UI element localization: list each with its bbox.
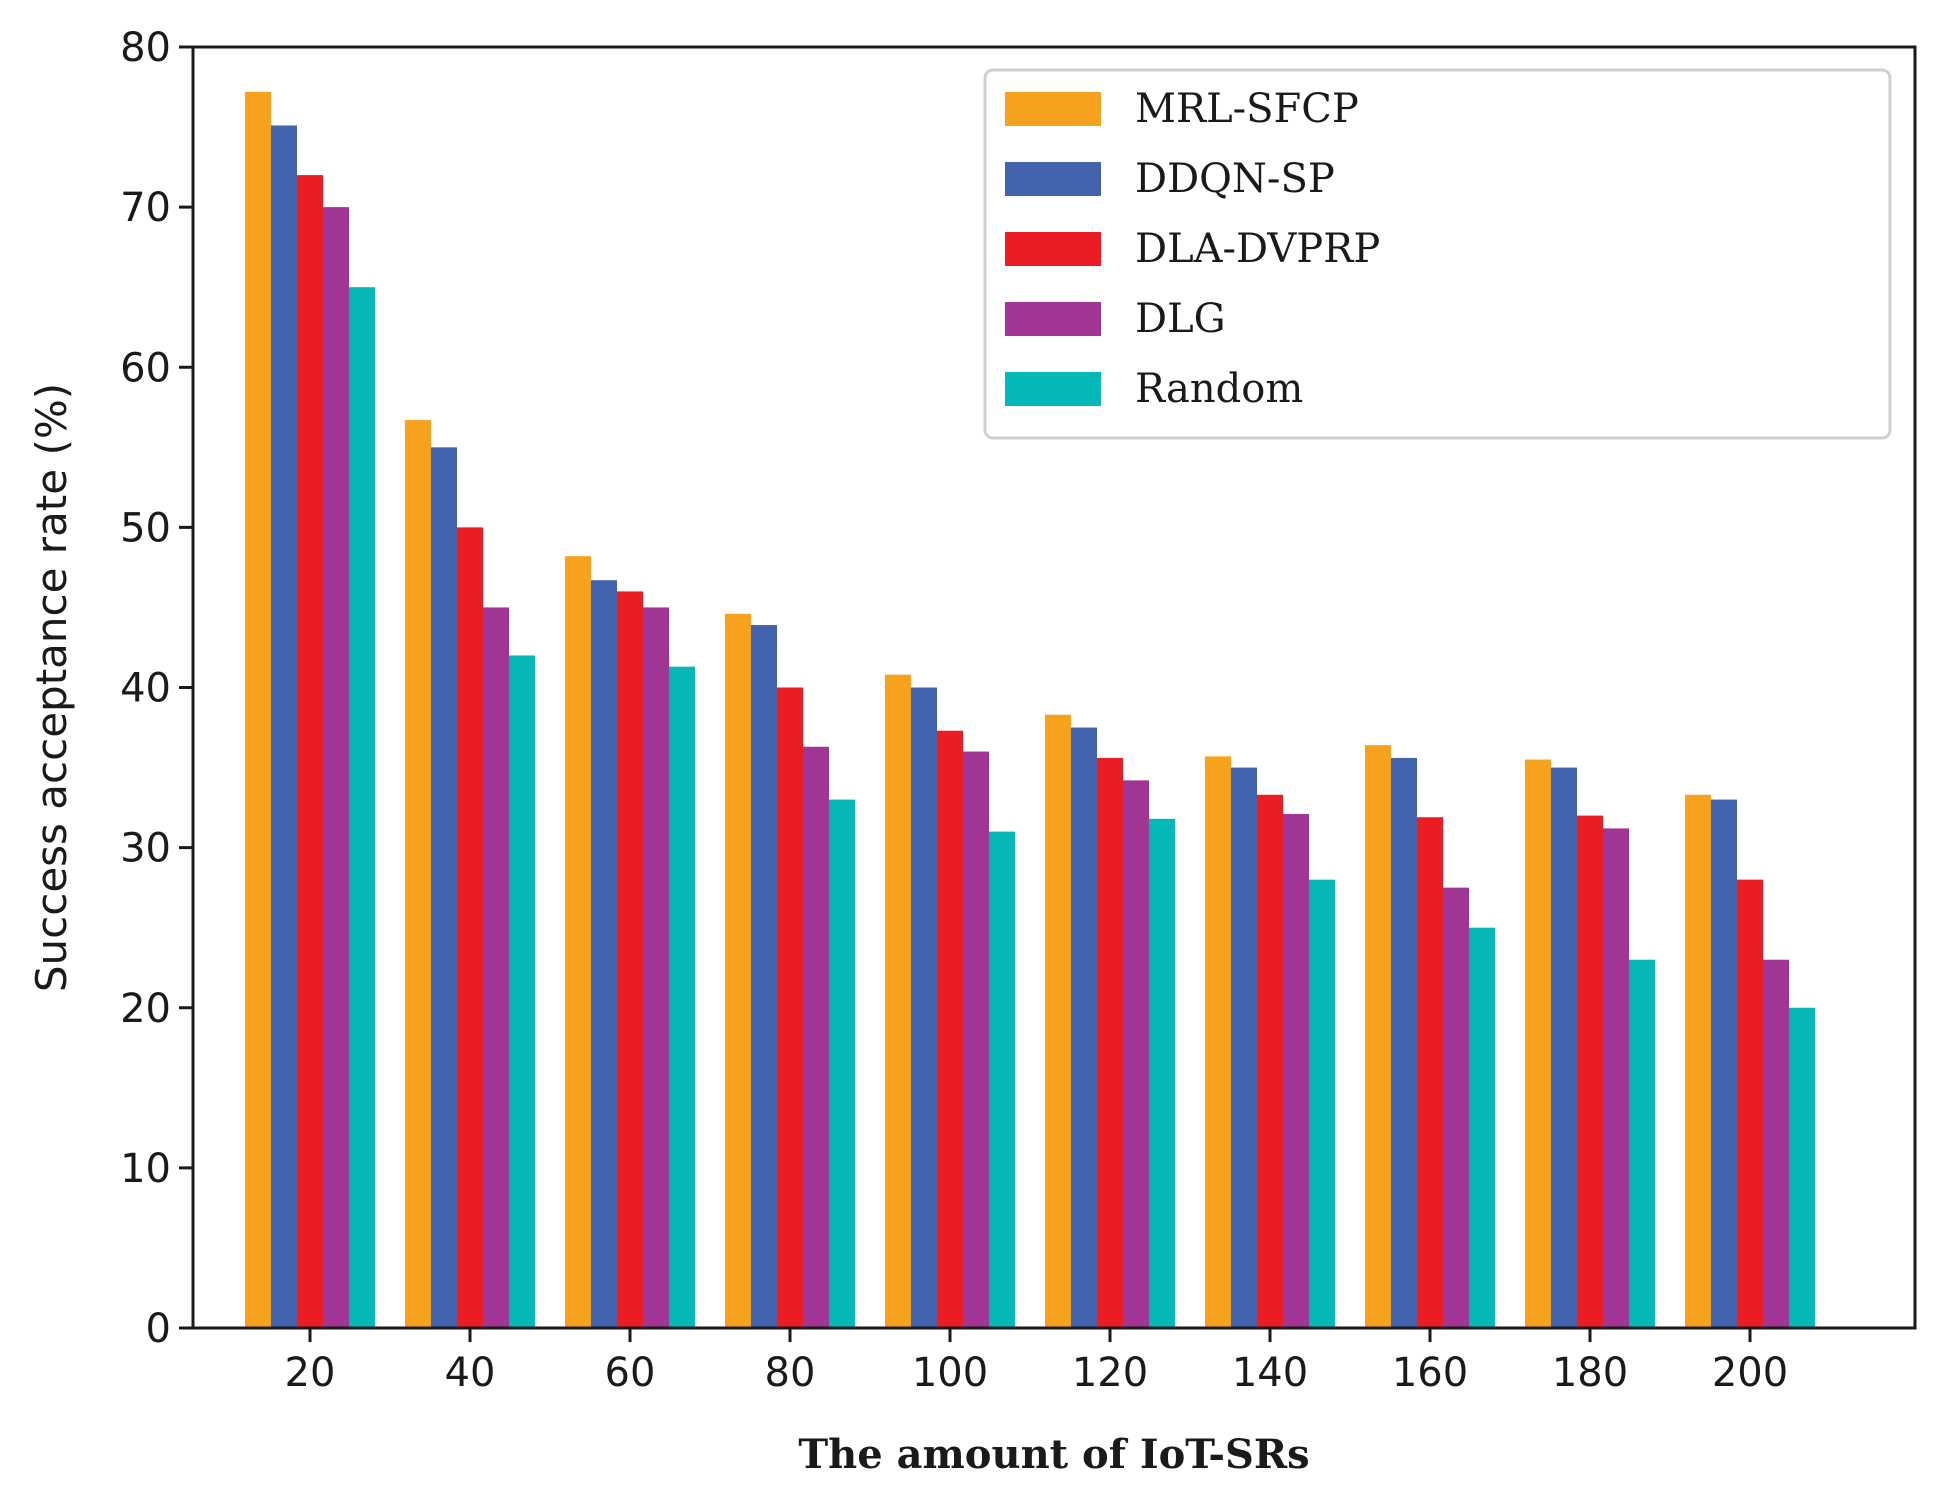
bar-dlg-40: [483, 607, 509, 1328]
bar-ddqn-sp-80: [751, 625, 777, 1328]
bar-dlg-80: [803, 746, 829, 1328]
y-tick-label: 0: [146, 1306, 171, 1352]
x-tick-label: 200: [1712, 1350, 1788, 1396]
legend: MRL-SFCP DDQN-SP DLA-DVPRP DLG Random: [983, 68, 1892, 440]
y-tick-label: 60: [120, 345, 171, 391]
bar-mrl-sfcp-120: [1045, 714, 1071, 1328]
bar-ddqn-sp-40: [431, 447, 457, 1328]
x-tick-label: 160: [1392, 1350, 1468, 1396]
bar-random-40: [509, 655, 535, 1328]
plot-frame: [191, 45, 1917, 1330]
bar-dlg-100: [963, 751, 989, 1328]
bar-mrl-sfcp-140: [1205, 756, 1231, 1328]
bar-dla-dvprp-140: [1257, 794, 1283, 1328]
bar-dla-dvprp-120: [1097, 757, 1123, 1328]
legend-label: DLA-DVPRP: [1135, 226, 1380, 272]
x-tick-label: 120: [1072, 1350, 1148, 1396]
x-tick-label: 140: [1232, 1350, 1308, 1396]
y-tick-label: 80: [120, 25, 171, 71]
bar-random-200: [1789, 1007, 1815, 1328]
bar-dlg-140: [1283, 813, 1309, 1328]
y-axis-ticks: 0 10 20 30 40 50 60 70 80: [120, 25, 193, 1352]
legend-swatch: [1005, 372, 1101, 406]
bar-ddqn-sp-140: [1231, 767, 1257, 1328]
x-tick-label: 60: [605, 1350, 656, 1396]
x-axis-ticks: 20 40 60 80 100 120 140 160 180 200: [285, 1328, 1788, 1396]
bar-dla-dvprp-100: [937, 730, 963, 1328]
y-tick-label: 20: [120, 986, 171, 1032]
x-tick-label: 20: [285, 1350, 336, 1396]
bar-ddqn-sp-180: [1551, 767, 1577, 1328]
legend-swatch: [1005, 92, 1101, 126]
bar-random-80: [829, 799, 855, 1328]
bar-mrl-sfcp-60: [565, 556, 591, 1328]
bar-mrl-sfcp-200: [1685, 794, 1711, 1328]
legend-label: DDQN-SP: [1135, 156, 1335, 202]
x-tick-label: 100: [912, 1350, 988, 1396]
legend-label: Random: [1135, 366, 1303, 412]
bar-ddqn-sp-200: [1711, 799, 1737, 1328]
x-axis-title: The amount of IoT-SRs: [798, 1431, 1309, 1478]
bar-mrl-sfcp-180: [1525, 759, 1551, 1328]
bar-mrl-sfcp-40: [405, 420, 431, 1328]
bar-ddqn-sp-120: [1071, 727, 1097, 1328]
bar-dlg-60: [643, 607, 669, 1328]
x-tick-label: 180: [1552, 1350, 1628, 1396]
bar-ddqn-sp-160: [1391, 757, 1417, 1328]
legend-swatch: [1005, 162, 1101, 196]
bar-random-180: [1629, 959, 1655, 1328]
y-tick-label: 70: [120, 185, 171, 231]
legend-label: DLG: [1135, 296, 1226, 342]
bar-mrl-sfcp-80: [725, 613, 751, 1328]
bar-random-100: [989, 831, 1015, 1328]
bars-group: [245, 91, 1815, 1329]
y-tick-label: 10: [120, 1146, 171, 1192]
x-tick-label: 40: [445, 1350, 496, 1396]
bar-ddqn-sp-60: [591, 580, 617, 1328]
bar-dlg-180: [1603, 828, 1629, 1328]
bar-mrl-sfcp-20: [245, 91, 271, 1329]
legend-label: MRL-SFCP: [1135, 86, 1359, 132]
bar-random-20: [349, 287, 375, 1328]
y-tick-label: 50: [120, 505, 171, 551]
bar-dla-dvprp-40: [457, 527, 483, 1328]
bar-ddqn-sp-100: [911, 687, 937, 1328]
bar-mrl-sfcp-160: [1365, 745, 1391, 1328]
y-tick-label: 30: [120, 826, 171, 872]
bar-dlg-160: [1443, 887, 1469, 1328]
legend-box: [983, 68, 1892, 440]
bar-ddqn-sp-20: [271, 125, 297, 1328]
bar-dla-dvprp-80: [777, 687, 803, 1328]
bar-dlg-20: [323, 207, 349, 1328]
bar-random-120: [1149, 818, 1175, 1328]
bar-dla-dvprp-20: [297, 175, 323, 1329]
bar-dla-dvprp-200: [1737, 879, 1763, 1328]
bar-mrl-sfcp-100: [885, 674, 911, 1328]
bar-dla-dvprp-160: [1417, 817, 1443, 1328]
bar-dla-dvprp-180: [1577, 815, 1603, 1328]
x-tick-label: 80: [765, 1350, 816, 1396]
bar-dlg-200: [1763, 959, 1789, 1328]
bar-random-140: [1309, 879, 1335, 1328]
legend-swatch: [1005, 232, 1101, 266]
bar-random-60: [669, 666, 695, 1328]
bar-dla-dvprp-60: [617, 591, 643, 1328]
legend-swatch: [1005, 302, 1101, 336]
bar-random-160: [1469, 927, 1495, 1328]
bar-dlg-120: [1123, 780, 1149, 1328]
y-tick-label: 40: [120, 666, 171, 712]
y-axis-title: Success acceptance rate (%): [27, 383, 76, 992]
